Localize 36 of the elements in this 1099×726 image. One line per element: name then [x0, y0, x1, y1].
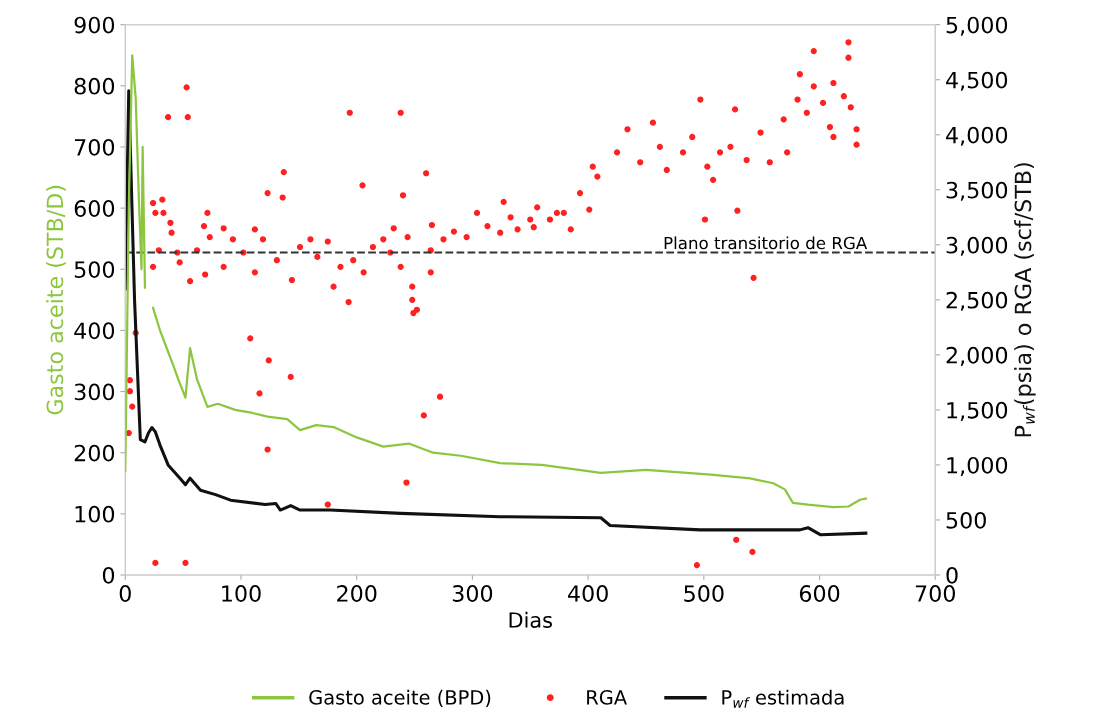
y2-tick-label: 500	[946, 511, 986, 529]
x-tick-label: 700	[915, 585, 955, 602]
y-tick-label: 0	[102, 566, 115, 584]
x-tick-label: 200	[337, 585, 377, 602]
y2-tick-label: 2,000	[946, 346, 1008, 366]
y2-tick-label: 1,000	[947, 456, 1008, 476]
y-tick-label: 100	[75, 505, 115, 523]
y2-tick-label: 3,500	[946, 181, 1008, 201]
legend-label: RGA	[587, 690, 627, 705]
y2-tick-label: 4,500	[946, 71, 1008, 91]
ref-line-label: Plano transitorio de RGA	[664, 236, 868, 250]
x-tick-label: 400	[568, 585, 608, 602]
y2-tick-label: 3,000	[946, 236, 1008, 256]
y2-axis-title: P$_{wf}$(psia) o RGA (scf/STB)	[1014, 163, 1036, 437]
y-tick-label: 800	[74, 77, 115, 95]
x-tick-label: 600	[799, 585, 840, 602]
y-tick-label: 500	[74, 261, 115, 279]
legend-label: P$_{wf}$ estimada	[722, 689, 844, 708]
y-tick-label: 400	[74, 322, 115, 340]
x-tick-label: 0	[119, 585, 131, 602]
x-axis-title: Dias	[509, 611, 552, 628]
x-tick-label: 100	[222, 585, 261, 602]
y-tick-label: 300	[74, 383, 115, 401]
y-axis-title: Gasto aceite (STB/D)	[46, 185, 66, 415]
legend-label: Gasto aceite (BPD)	[309, 689, 491, 708]
y2-tick-label: 0	[946, 566, 958, 584]
y2-tick-label: 1,500	[947, 401, 1008, 421]
y2-tick-label: 4,000	[946, 126, 1008, 146]
y-tick-label: 600	[74, 200, 115, 217]
y-tick-label: 200	[74, 444, 115, 462]
y2-tick-label: 5,000	[946, 16, 1008, 36]
x-tick-label: 300	[452, 585, 493, 602]
x-tick-label: 500	[684, 585, 724, 602]
y-tick-label: 900	[74, 16, 115, 34]
y2-tick-label: 2,500	[946, 291, 1008, 311]
y-tick-label: 700	[74, 138, 115, 156]
